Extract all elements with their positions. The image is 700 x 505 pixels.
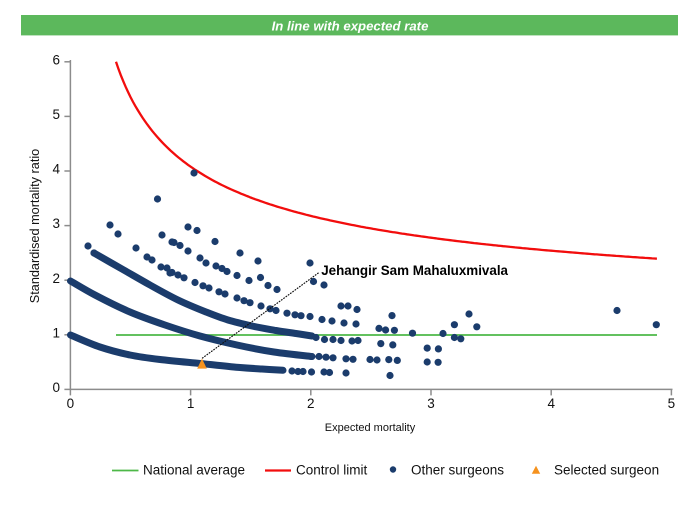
- svg-text:Standardised mortality ratio: Standardised mortality ratio: [28, 149, 42, 303]
- svg-text:1: 1: [52, 325, 60, 340]
- svg-text:6: 6: [52, 52, 60, 67]
- svg-text:1: 1: [187, 396, 195, 411]
- svg-text:4: 4: [52, 162, 60, 177]
- svg-text:Other surgeons: Other surgeons: [411, 463, 504, 478]
- svg-text:0: 0: [52, 380, 60, 395]
- svg-text:Expected mortality: Expected mortality: [325, 422, 416, 434]
- svg-text:0: 0: [67, 396, 75, 411]
- svg-text:5: 5: [52, 107, 60, 122]
- svg-text:3: 3: [52, 216, 60, 231]
- svg-text:4: 4: [547, 396, 555, 411]
- svg-text:5: 5: [668, 396, 676, 411]
- svg-text:Control limit: Control limit: [296, 463, 368, 478]
- svg-text:Jehangir Sam Mahaluxmivala: Jehangir Sam Mahaluxmivala: [321, 263, 508, 278]
- svg-text:2: 2: [307, 396, 315, 411]
- svg-text:In line with expected rate: In line with expected rate: [272, 19, 429, 34]
- svg-text:Selected surgeon: Selected surgeon: [554, 463, 659, 478]
- svg-text:3: 3: [427, 396, 435, 411]
- svg-text:National average: National average: [143, 463, 245, 478]
- svg-text:2: 2: [52, 271, 60, 286]
